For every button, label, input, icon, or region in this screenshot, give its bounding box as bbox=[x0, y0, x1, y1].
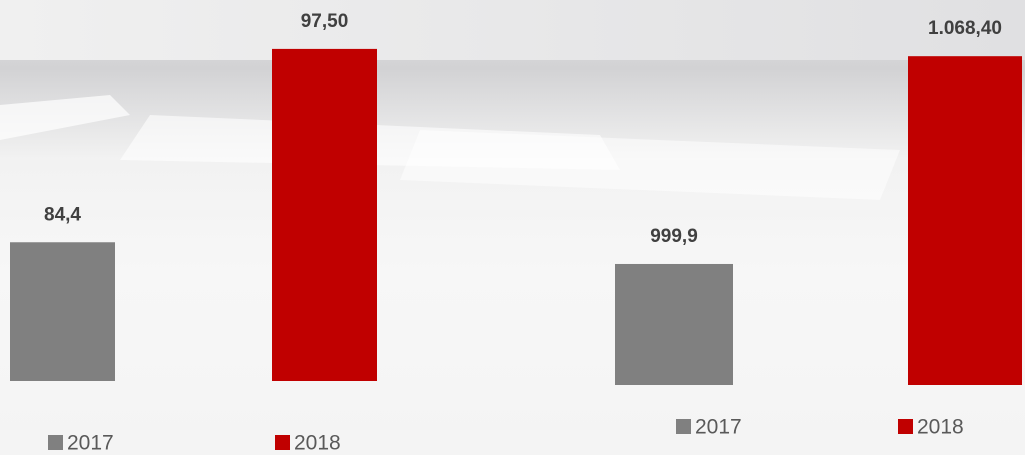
light-patch bbox=[400, 130, 900, 200]
value-label: 1.068,40 bbox=[928, 18, 1002, 39]
legend-swatch bbox=[48, 435, 63, 450]
value-label: 999,9 bbox=[650, 226, 698, 247]
wall bbox=[0, 0, 1025, 60]
bar bbox=[272, 48, 377, 382]
legend-swatch bbox=[676, 419, 691, 434]
value-label: 84,4 bbox=[44, 204, 81, 225]
legend-swatch bbox=[275, 435, 290, 450]
bar bbox=[615, 263, 733, 385]
legend-swatch bbox=[898, 419, 913, 434]
value-label: 97,50 bbox=[301, 11, 349, 32]
legend-label: 2018 bbox=[917, 416, 964, 439]
bar bbox=[908, 56, 1022, 385]
legend-label: 2017 bbox=[67, 432, 114, 455]
bar bbox=[10, 242, 115, 381]
legend-label: 2018 bbox=[294, 432, 341, 455]
legend-label: 2017 bbox=[695, 416, 742, 439]
light-patch bbox=[0, 95, 130, 140]
